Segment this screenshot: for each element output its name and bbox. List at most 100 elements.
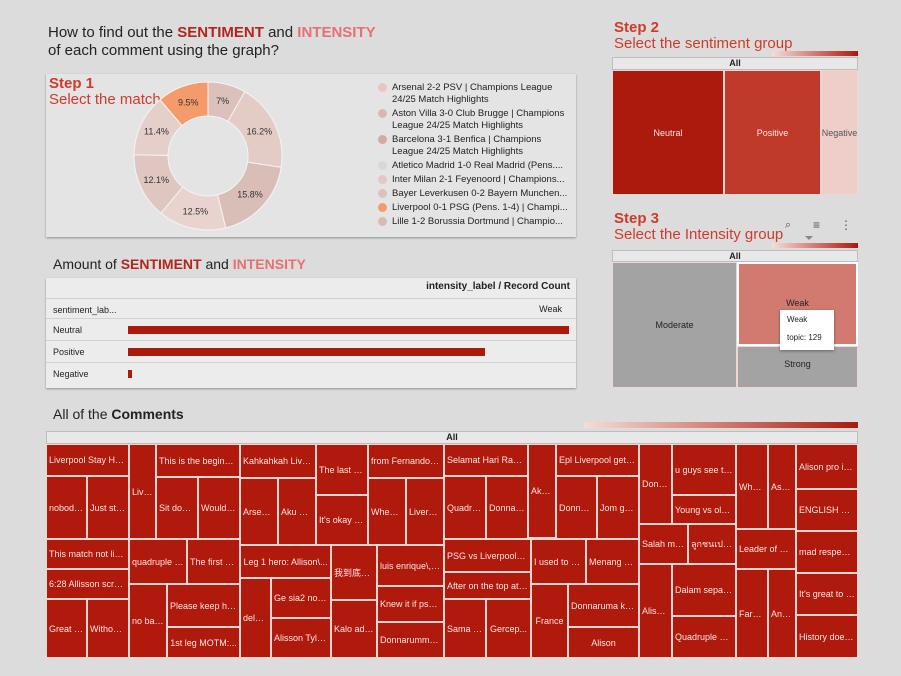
comment-cell[interactable]: ENGLISH 1-4... <box>796 489 858 531</box>
comment-cell[interactable]: PSG vs Liverpool jus... <box>444 539 531 572</box>
legend-item[interactable]: Atletico Madrid 1-0 Real Madrid (Pens...… <box>378 160 568 172</box>
comment-cell-label: Alison <box>591 637 616 648</box>
comment-cell[interactable]: Gercep... <box>486 599 531 658</box>
comment-cell[interactable]: 6:28 Allisson screami... <box>46 569 129 599</box>
zoom-icon[interactable]: ⌕ <box>785 219 792 231</box>
intensity-cell-moderate[interactable]: Moderate <box>612 262 737 388</box>
intensity-cell-strong[interactable]: Strong <box>737 346 858 388</box>
comment-cell[interactable]: u guys see tha... <box>672 444 736 495</box>
comment-cell[interactable]: Epl Liverpool get 2... <box>556 444 639 476</box>
legend-item[interactable]: Liverpool 0-1 PSG (Pens. 1-4) | Champi..… <box>378 202 568 214</box>
comment-cell[interactable]: The last Eu... <box>316 444 368 495</box>
comment-cell[interactable]: Ge sia2 nont... <box>271 578 331 618</box>
comment-cell[interactable]: Donnarumma o... <box>377 622 444 658</box>
comment-cell[interactable]: Akhir... <box>528 444 556 538</box>
legend-item[interactable]: Inter Milan 2-1 Feyenoord | Champions... <box>378 174 568 186</box>
comment-cell[interactable]: from Fernando T... <box>368 444 444 478</box>
comment-cell[interactable]: Knew it if psg p... <box>377 586 444 622</box>
chevron-down-icon[interactable] <box>805 236 813 240</box>
comment-cell[interactable]: Quadrup... <box>444 476 486 539</box>
comment-cell[interactable]: mad respect... <box>796 531 858 573</box>
comment-cell[interactable]: Alisson Tyler... <box>271 618 331 658</box>
comment-cell[interactable]: Salah mad... <box>639 524 688 564</box>
donut-slice[interactable] <box>159 81 209 127</box>
filter-icon[interactable]: ≡ <box>813 218 821 232</box>
comment-cell[interactable]: Alison... <box>639 564 672 658</box>
comment-cell[interactable]: no ball... <box>129 584 167 658</box>
legend-item[interactable]: Arsenal 2-2 PSV | Champions League 24/25… <box>378 82 568 106</box>
comment-cell[interactable]: delusi... <box>240 578 271 658</box>
comment-cell[interactable]: Leader of gro... <box>736 529 796 569</box>
comment-cell[interactable]: Liverpool Stay Hu... <box>46 444 129 476</box>
comment-cell[interactable]: Donnaru... <box>486 476 528 539</box>
comment-cell[interactable]: Alison pro is l... <box>796 444 858 489</box>
comment-cell[interactable]: nobody's... <box>46 476 87 539</box>
comment-cell[interactable]: 1st leg MOTM:... <box>167 627 240 658</box>
comment-cell[interactable]: Liver... <box>129 444 156 539</box>
comment-cell[interactable]: ลูกชนเปล่าเ... <box>688 524 736 564</box>
comment-cell[interactable]: Kahkahkah Liverp... <box>240 444 316 478</box>
legend-item[interactable]: Lille 1-2 Borussia Dortmund | Champio... <box>378 216 568 228</box>
comment-cell-label: It's okay to... <box>319 515 365 525</box>
comment-cell[interactable]: After on the top at t... <box>444 572 531 599</box>
comments-treemap[interactable]: All Liverpool Stay Hu... nobody's... Just … <box>46 431 858 658</box>
comment-cell[interactable]: Jom gel... <box>597 476 639 539</box>
intensity-treemap[interactable]: All Moderate Weak Strong Weak topic: 129 <box>612 250 858 388</box>
comment-cell[interactable]: Arsenal... <box>240 478 278 545</box>
comment-cell[interactable]: Great bal... <box>46 599 87 658</box>
amount-bar[interactable] <box>128 348 486 356</box>
legend-item[interactable]: Barcelona 3-1 Benfica | Champions League… <box>378 134 568 158</box>
comment-cell[interactable]: It's okay to... <box>316 495 368 545</box>
comment-cell[interactable]: Leg 1 hero: Allison\... <box>240 545 331 578</box>
comment-cell[interactable]: Please keep hun... <box>167 584 240 627</box>
comment-cell[interactable]: Donnaru... <box>556 476 597 539</box>
legend-item[interactable]: Aston Villa 3-0 Club Brugge | Champions … <box>378 108 568 132</box>
comment-cell[interactable]: When y... <box>368 478 406 545</box>
comment-cell[interactable]: The first ev... <box>187 539 240 584</box>
sentiment-cell-neutral[interactable]: Neutral <box>612 70 724 195</box>
comment-cell[interactable]: As so... <box>768 444 796 529</box>
comment-cell[interactable]: France <box>531 584 568 658</box>
sentiment-treemap[interactable]: All Neutral Positive Negative <box>612 57 858 195</box>
comment-cell[interactable]: Kalo ada... <box>331 600 377 658</box>
match-donut-chart[interactable]: 7% 16.2% 15.8% 12.5% 12.1% 11.4% 9.5% <box>130 78 286 234</box>
comment-cell[interactable]: Would b... <box>198 477 240 539</box>
comment-cell[interactable]: Anfie... <box>768 569 796 658</box>
comment-cell[interactable]: luis enrique\, w... <box>377 545 444 586</box>
comment-cell[interactable]: Donnaruma ker... <box>568 584 639 627</box>
comment-cell[interactable]: 我到底哈... <box>331 545 377 600</box>
sentiment-cell-negative[interactable]: Negative <box>821 70 858 195</box>
comment-cell[interactable]: Young vs old \... <box>672 495 736 524</box>
comment-cell[interactable]: History does... <box>796 615 858 658</box>
sentiment-cell-positive[interactable]: Positive <box>724 70 821 195</box>
comment-cell[interactable]: Wher... <box>736 444 768 529</box>
comment-cell[interactable]: Donna... <box>639 444 672 524</box>
comment-cell[interactable]: Dalam sepak... <box>672 564 736 616</box>
sentiment-cell-label: Positive <box>756 127 789 138</box>
comment-cell[interactable]: Farm... <box>736 569 768 658</box>
amount-row: Positive <box>46 340 576 363</box>
comment-cell[interactable]: Menang me... <box>586 539 639 584</box>
amount-bar[interactable] <box>128 370 133 378</box>
comments-treemap-all[interactable]: All <box>46 431 858 444</box>
comment-cell[interactable]: Liverpo... <box>406 478 444 545</box>
comment-cell[interactable]: Alison <box>568 627 639 658</box>
comment-cell[interactable]: Sama na... <box>444 599 486 658</box>
comment-cell[interactable]: Aku me... <box>278 478 316 545</box>
comment-cell[interactable]: Selamat Hari Raya... <box>444 444 528 476</box>
comment-cell[interactable]: This match not like... <box>46 539 129 569</box>
more-options-icon[interactable]: ⋮ <box>840 218 852 232</box>
comment-cell[interactable]: I used to pr... <box>531 539 586 584</box>
intensity-treemap-all[interactable]: All <box>612 250 858 262</box>
step1-label: Step 1 Select the match <box>49 76 161 108</box>
sentiment-treemap-all[interactable]: All <box>612 57 858 70</box>
comment-cell[interactable]: Sit down... <box>156 477 198 539</box>
comment-cell[interactable]: Without P... <box>87 599 129 658</box>
legend-item[interactable]: Bayer Leverkusen 0-2 Bayern Munchen... <box>378 188 568 200</box>
comment-cell[interactable]: It's great to s... <box>796 573 858 615</box>
comment-cell[interactable]: Just sto... <box>87 476 129 539</box>
amount-bar[interactable] <box>128 326 569 334</box>
comment-cell[interactable]: quadruple =... <box>129 539 187 584</box>
comment-cell[interactable]: This is the beginnin... <box>156 444 240 477</box>
comment-cell[interactable]: Quadruple Slo... <box>672 616 736 658</box>
